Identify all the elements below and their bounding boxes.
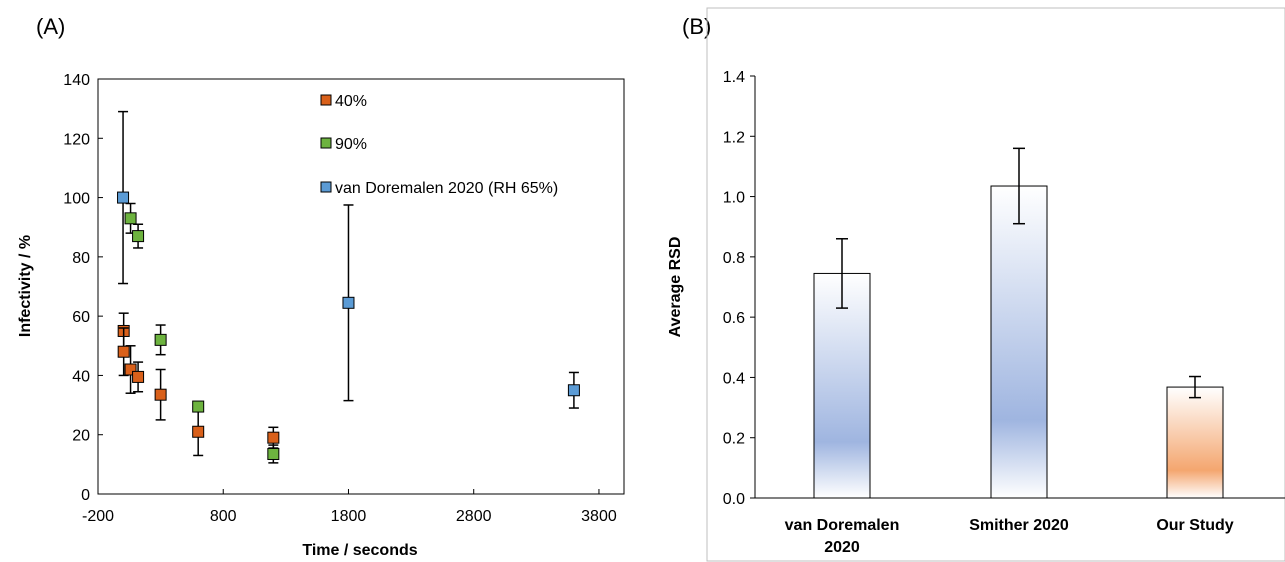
data-point: [117, 345, 130, 358]
data-point: [267, 447, 280, 460]
scatter-y-tick-label: 120: [63, 131, 90, 148]
scatter-y-axis-title: Infectivity / %: [17, 235, 34, 337]
data-point: [154, 388, 167, 401]
scatter-y-tick-label: 20: [72, 428, 90, 445]
data-point: [124, 363, 137, 376]
scatter-y-tick-label: 60: [72, 309, 90, 326]
bar-category-label: van Doremalen: [785, 517, 900, 534]
scatter-y-tick-label: 40: [72, 368, 90, 385]
bar-category-label: Smither 2020: [969, 517, 1069, 534]
bar-y-tick-label: 0.6: [723, 310, 745, 327]
scatter-y-tick-label: 0: [81, 487, 90, 504]
bar-chart-border: [706, 7, 1285, 562]
scatter-y-tick-label: 80: [72, 250, 90, 267]
bar-category-label: 2020: [824, 539, 860, 556]
panel-a-label: (A): [36, 14, 65, 39]
scatter-y-tick-label: 140: [63, 72, 90, 89]
bar-y-tick-label: 1.4: [723, 69, 745, 86]
scatter-x-axis-title: Time / seconds: [302, 542, 417, 559]
legend-label: van Doremalen 2020 (RH 65%): [335, 180, 558, 197]
bar-y-tick-label: 0.2: [723, 431, 745, 448]
scatter-x-tick-label: -200: [82, 508, 114, 525]
legend-label: 90%: [335, 136, 367, 153]
bar: [813, 272, 871, 499]
bar-category-label: Our Study: [1156, 517, 1233, 534]
scatter-chart: 0 20 40 60 80 100 120 140 -200 800 1800 2800 3800 4…: [17, 72, 625, 559]
data-point: [124, 212, 137, 225]
bar: [990, 185, 1048, 499]
data-point: [267, 431, 280, 444]
panel-b-label: (B): [682, 14, 711, 39]
data-point: [132, 230, 145, 243]
scatter-y-tick-label: 100: [63, 191, 90, 208]
data-point: [154, 333, 167, 346]
data-point: [192, 425, 205, 438]
data-point: [192, 400, 205, 413]
bar-chart: 0.0 0.2 0.4 0.6 0.8 1.0 1.2 1.4 van Doremalen 20…: [667, 7, 1285, 562]
data-point: [567, 384, 580, 397]
legend-marker: [320, 181, 332, 193]
bar-y-tick-label: 1.2: [723, 129, 745, 146]
scatter-plot-area: [97, 78, 625, 495]
scatter-x-tick-label: 3800: [581, 508, 617, 525]
bar-y-tick-label: 0.8: [723, 250, 745, 267]
bar-y-tick-label: 0.4: [723, 370, 745, 387]
legend-label: 40%: [335, 93, 367, 110]
scatter-x-tick-label: 2800: [456, 508, 492, 525]
bar-y-tick-label: 0.0: [723, 491, 745, 508]
scatter-x-tick-label: 800: [210, 508, 237, 525]
data-point: [132, 370, 145, 383]
bar-y-axis-title: Average RSD: [667, 237, 684, 338]
bar: [1166, 386, 1224, 499]
legend-marker: [320, 94, 332, 106]
bar-y-tick-label: 1.0: [723, 190, 745, 207]
data-point: [342, 296, 355, 309]
legend-marker: [320, 137, 332, 149]
scatter-x-tick-label: 1800: [331, 508, 367, 525]
data-point: [117, 191, 130, 204]
